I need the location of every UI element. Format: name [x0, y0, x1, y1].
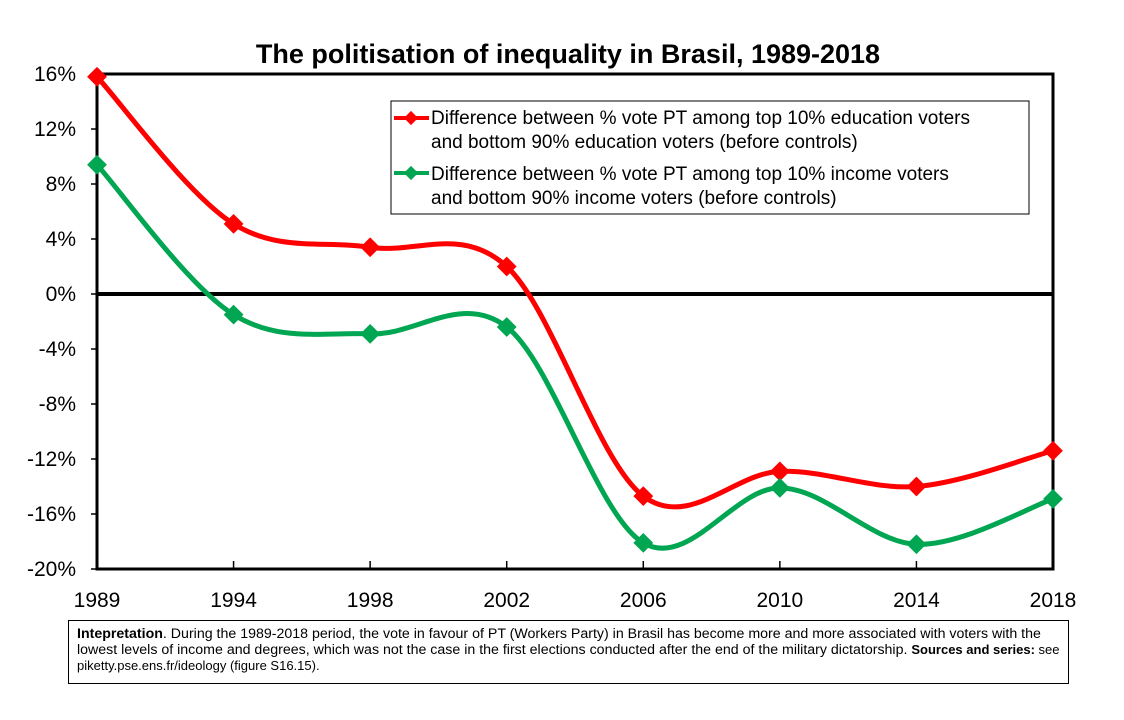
- x-tick-label: 2014: [893, 589, 940, 612]
- legend: Difference between % vote PT among top 1…: [390, 100, 1030, 215]
- sources-text: see piketty.pse.ens.fr/ideology (figure …: [77, 642, 1060, 673]
- sources-label: Sources and series:: [911, 642, 1035, 657]
- legend-marker-education: [403, 110, 419, 126]
- legend-marker-income: [403, 165, 419, 181]
- y-tick-label: -16%: [27, 503, 76, 526]
- series-point-1: [633, 532, 654, 553]
- x-tick-label: 2018: [1030, 589, 1077, 612]
- legend-education-line1: Difference between % vote PT among top 1…: [431, 108, 970, 129]
- x-tick-label: 1998: [347, 589, 394, 612]
- series-point-0: [633, 486, 654, 507]
- series-point-1: [360, 323, 381, 344]
- y-tick-label: 16%: [34, 63, 76, 86]
- x-tick-label: 1994: [210, 589, 257, 612]
- note-label: Intepretation: [77, 626, 163, 642]
- legend-income-line1: Difference between % vote PT among top 1…: [431, 164, 949, 185]
- y-tick-label: 0%: [46, 283, 76, 306]
- line-chart: The politisation of inequality in Brasil…: [27, 39, 1077, 612]
- y-tick-label: -12%: [27, 448, 76, 471]
- x-tick-label: 2010: [756, 589, 803, 612]
- y-tick-label: 8%: [46, 173, 76, 196]
- plot-area: [95, 72, 1055, 571]
- series-point-1: [769, 477, 790, 498]
- series-group: [87, 66, 1063, 555]
- y-axis-ticks: 16% 12% 8% 4% 0% -4% -8% -12% -16% -20%: [27, 63, 97, 581]
- series-point-0: [223, 213, 244, 234]
- interpretation-note: Intepretation. During the 1989-2018 peri…: [68, 620, 1069, 684]
- series-point-0: [1043, 440, 1063, 461]
- x-axis-ticks: 1989 1994 1998 2002 2006 2010 2014 2018: [74, 561, 1077, 612]
- x-tick-label: 2002: [483, 589, 530, 612]
- y-tick-label: -20%: [27, 558, 76, 581]
- legend-income-line2: and bottom 90% income voters (before con…: [431, 188, 837, 209]
- series-point-1: [87, 154, 107, 175]
- y-tick-label: -4%: [39, 338, 76, 361]
- legend-education-line2: and bottom 90% education voters (before …: [431, 132, 858, 153]
- y-tick-label: -8%: [39, 393, 76, 416]
- y-tick-label: 12%: [34, 118, 76, 141]
- series-point-1: [1043, 488, 1063, 509]
- x-tick-label: 1989: [74, 589, 121, 612]
- note-text: . During the 1989-2018 period, the vote …: [77, 626, 1041, 658]
- series-point-0: [87, 66, 107, 87]
- y-tick-label: 4%: [46, 228, 76, 251]
- chart-title: The politisation of inequality in Brasil…: [256, 39, 880, 69]
- series-point-0: [360, 237, 381, 258]
- series-point-1: [496, 317, 517, 337]
- series-point-0: [496, 256, 517, 277]
- series-point-0: [906, 476, 927, 497]
- series-point-1: [906, 534, 927, 555]
- legend-box: [390, 100, 1030, 215]
- x-tick-label: 2006: [620, 589, 667, 612]
- series-point-1: [223, 304, 244, 325]
- series-point-0: [769, 461, 790, 482]
- series-line-1: [95, 163, 1054, 551]
